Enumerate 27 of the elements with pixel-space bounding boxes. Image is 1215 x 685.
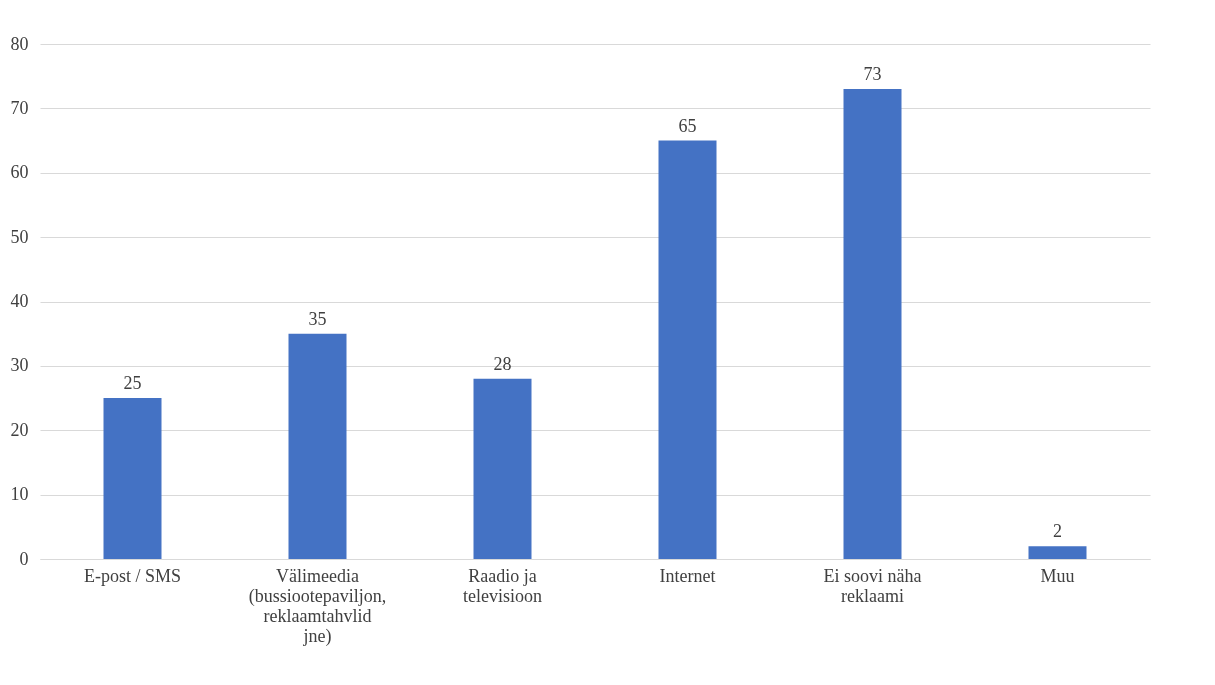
data-label: 28 [493,353,512,374]
y-tick-label: 0 [19,548,29,569]
y-tick-label: 20 [10,419,29,440]
data-label: 25 [123,373,142,394]
bar [658,140,717,559]
y-tick-label: 30 [10,355,29,376]
data-label: 2 [1053,521,1062,542]
bar [288,333,347,559]
y-tick-label: 10 [10,484,29,505]
x-tick-label: Muu [1040,565,1075,586]
y-tick-label: 80 [10,33,29,54]
bar [103,398,162,559]
data-label: 73 [863,64,882,85]
y-tick-label: 50 [10,226,29,247]
y-tick-label: 40 [10,291,29,311]
y-tick-label: 60 [10,162,29,183]
bar [843,89,902,559]
x-tick-label: Raadio ja televisioon [463,565,542,606]
y-tick-label: 70 [10,97,29,118]
x-tick-label: E-post / SMS [83,565,182,586]
data-label: 65 [678,115,697,136]
x-tick-label: Internet [659,565,716,586]
x-tick-label: Välimeedia (bussiootepaviljon, reklaamtahvlid jne) [248,565,387,647]
data-label: 35 [308,308,327,329]
bar [1028,546,1087,559]
x-tick-label: Ei soovi näha reklaami [823,565,922,606]
bar [473,378,532,559]
